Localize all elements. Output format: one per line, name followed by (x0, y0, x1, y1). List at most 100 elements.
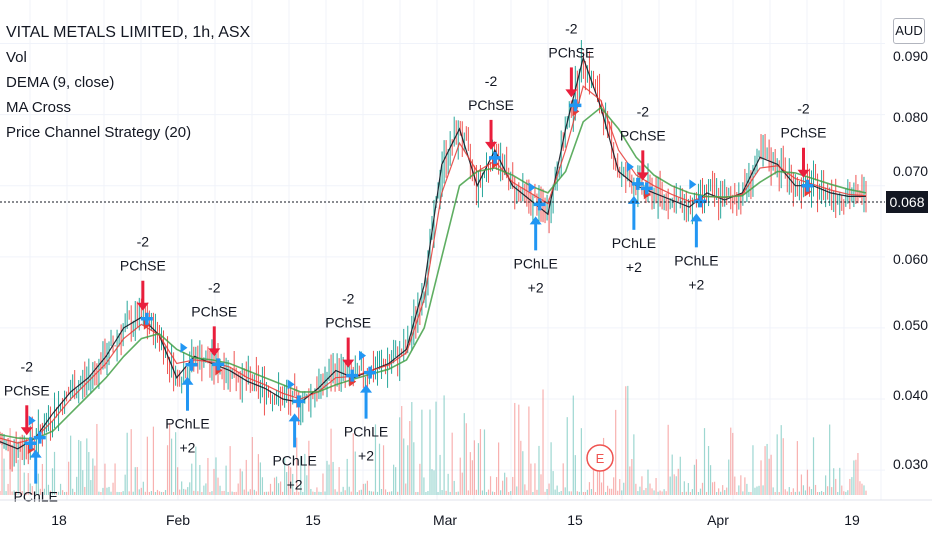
volume-bar (388, 491, 391, 495)
signal-label: -2 (137, 234, 150, 250)
volume-bar (429, 409, 431, 495)
volume-bar (607, 485, 609, 495)
volume-bar (780, 425, 782, 495)
volume-bar (683, 481, 685, 495)
volume-bar (829, 424, 831, 495)
volume-bar (386, 491, 389, 495)
volume-bar (489, 476, 492, 495)
volume-bar (66, 491, 68, 495)
volume-bar (277, 483, 280, 495)
volume-bar (849, 478, 851, 495)
volume-bar (655, 478, 657, 495)
volume-bar (413, 442, 415, 495)
volume-bar (562, 463, 564, 495)
volume-bar (376, 491, 379, 495)
volume-bar (346, 458, 348, 495)
volume-bar (322, 473, 324, 495)
signal-label: PChSE (4, 382, 50, 398)
volume-bar (855, 459, 857, 495)
volume-bar (528, 406, 530, 495)
legend-item-ma-cross[interactable]: MA Cross (6, 99, 72, 116)
volume-bar (417, 491, 419, 495)
volume-bar (661, 491, 663, 495)
volume-bar (411, 402, 413, 495)
volume-bar (136, 467, 138, 495)
volume-bar (138, 489, 140, 495)
volume-bar (851, 477, 853, 495)
volume-bar (120, 491, 122, 495)
symbol-title[interactable]: VITAL METALS LIMITED, 1h, ASX (6, 24, 251, 41)
volume-bar (691, 489, 693, 495)
volume-bar (766, 443, 768, 495)
volume-bar (102, 487, 104, 495)
volume-bar (421, 409, 423, 495)
volume-bar (810, 489, 813, 495)
volume-bar (433, 470, 435, 495)
volume-bar (302, 491, 304, 495)
volume-bar (445, 490, 447, 495)
long-arrow-head (181, 376, 194, 385)
volume-bar (705, 491, 708, 495)
volume-bar (348, 486, 350, 495)
volume-bar (784, 489, 786, 495)
volume-bar (701, 482, 704, 495)
legend-item-volume[interactable]: Vol (6, 49, 27, 66)
volume-bar (142, 481, 144, 495)
volume-bar (397, 491, 399, 495)
volume-bar (681, 491, 683, 495)
time-axis[interactable]: 18 Feb 15 Mar 15 Apr 19 (51, 512, 860, 528)
volume-bar (560, 490, 562, 495)
time-tick: Apr (707, 512, 729, 528)
volume-bar (191, 463, 193, 495)
volume-bar (350, 491, 352, 495)
volume-bar (788, 487, 790, 495)
volume-bar (475, 489, 478, 495)
volume-bar (183, 488, 185, 495)
volume-bar (689, 491, 691, 495)
volume-bar (356, 491, 358, 495)
volume-bar (770, 454, 772, 495)
volume-bar (114, 463, 116, 495)
volume-bar (209, 491, 211, 495)
volume-bar (782, 438, 784, 495)
volume-bar (179, 489, 181, 495)
volume-bar (340, 491, 342, 495)
price-tick: 0.030 (893, 456, 928, 472)
price-tick: 0.080 (893, 109, 928, 125)
volume-bar (366, 480, 368, 495)
volume-bar (362, 483, 364, 495)
long-marker (28, 415, 36, 426)
volume-bar (391, 491, 393, 495)
volume-bar (544, 491, 546, 495)
volume-bar (318, 491, 320, 495)
volume-bar (306, 475, 308, 495)
volume-bar (643, 490, 645, 495)
volume-bar (837, 491, 839, 495)
currency-badge[interactable]: AUD (893, 18, 925, 44)
volume-bar (590, 489, 593, 495)
volume-bar (586, 489, 589, 495)
volume-bar (677, 468, 679, 495)
volume-bar (487, 489, 490, 495)
volume-bar (92, 458, 94, 495)
legend-item-dema[interactable]: DEMA (9, close) (6, 74, 115, 91)
price-axis[interactable]: 0.090 0.080 0.070 0.060 0.050 0.040 0.03… (893, 48, 928, 472)
earnings-marker[interactable]: E (586, 444, 614, 472)
volume-bar (11, 491, 13, 495)
volume-bar (21, 491, 23, 495)
volume-bar (845, 491, 847, 495)
volume-bar (5, 491, 7, 495)
volume-bar (728, 459, 730, 495)
volume-bar (427, 491, 429, 495)
volume-bar (431, 469, 433, 495)
volume-bar (324, 491, 326, 495)
volume-bar (393, 464, 395, 495)
volume-bar (207, 457, 209, 495)
volume-bar (806, 469, 809, 495)
volume-bar (859, 481, 861, 495)
volume-bar (37, 473, 39, 495)
legend-item-price-channel[interactable]: Price Channel Strategy (20) (6, 124, 192, 141)
cross-marker (489, 151, 502, 164)
volume-bar (611, 488, 613, 495)
